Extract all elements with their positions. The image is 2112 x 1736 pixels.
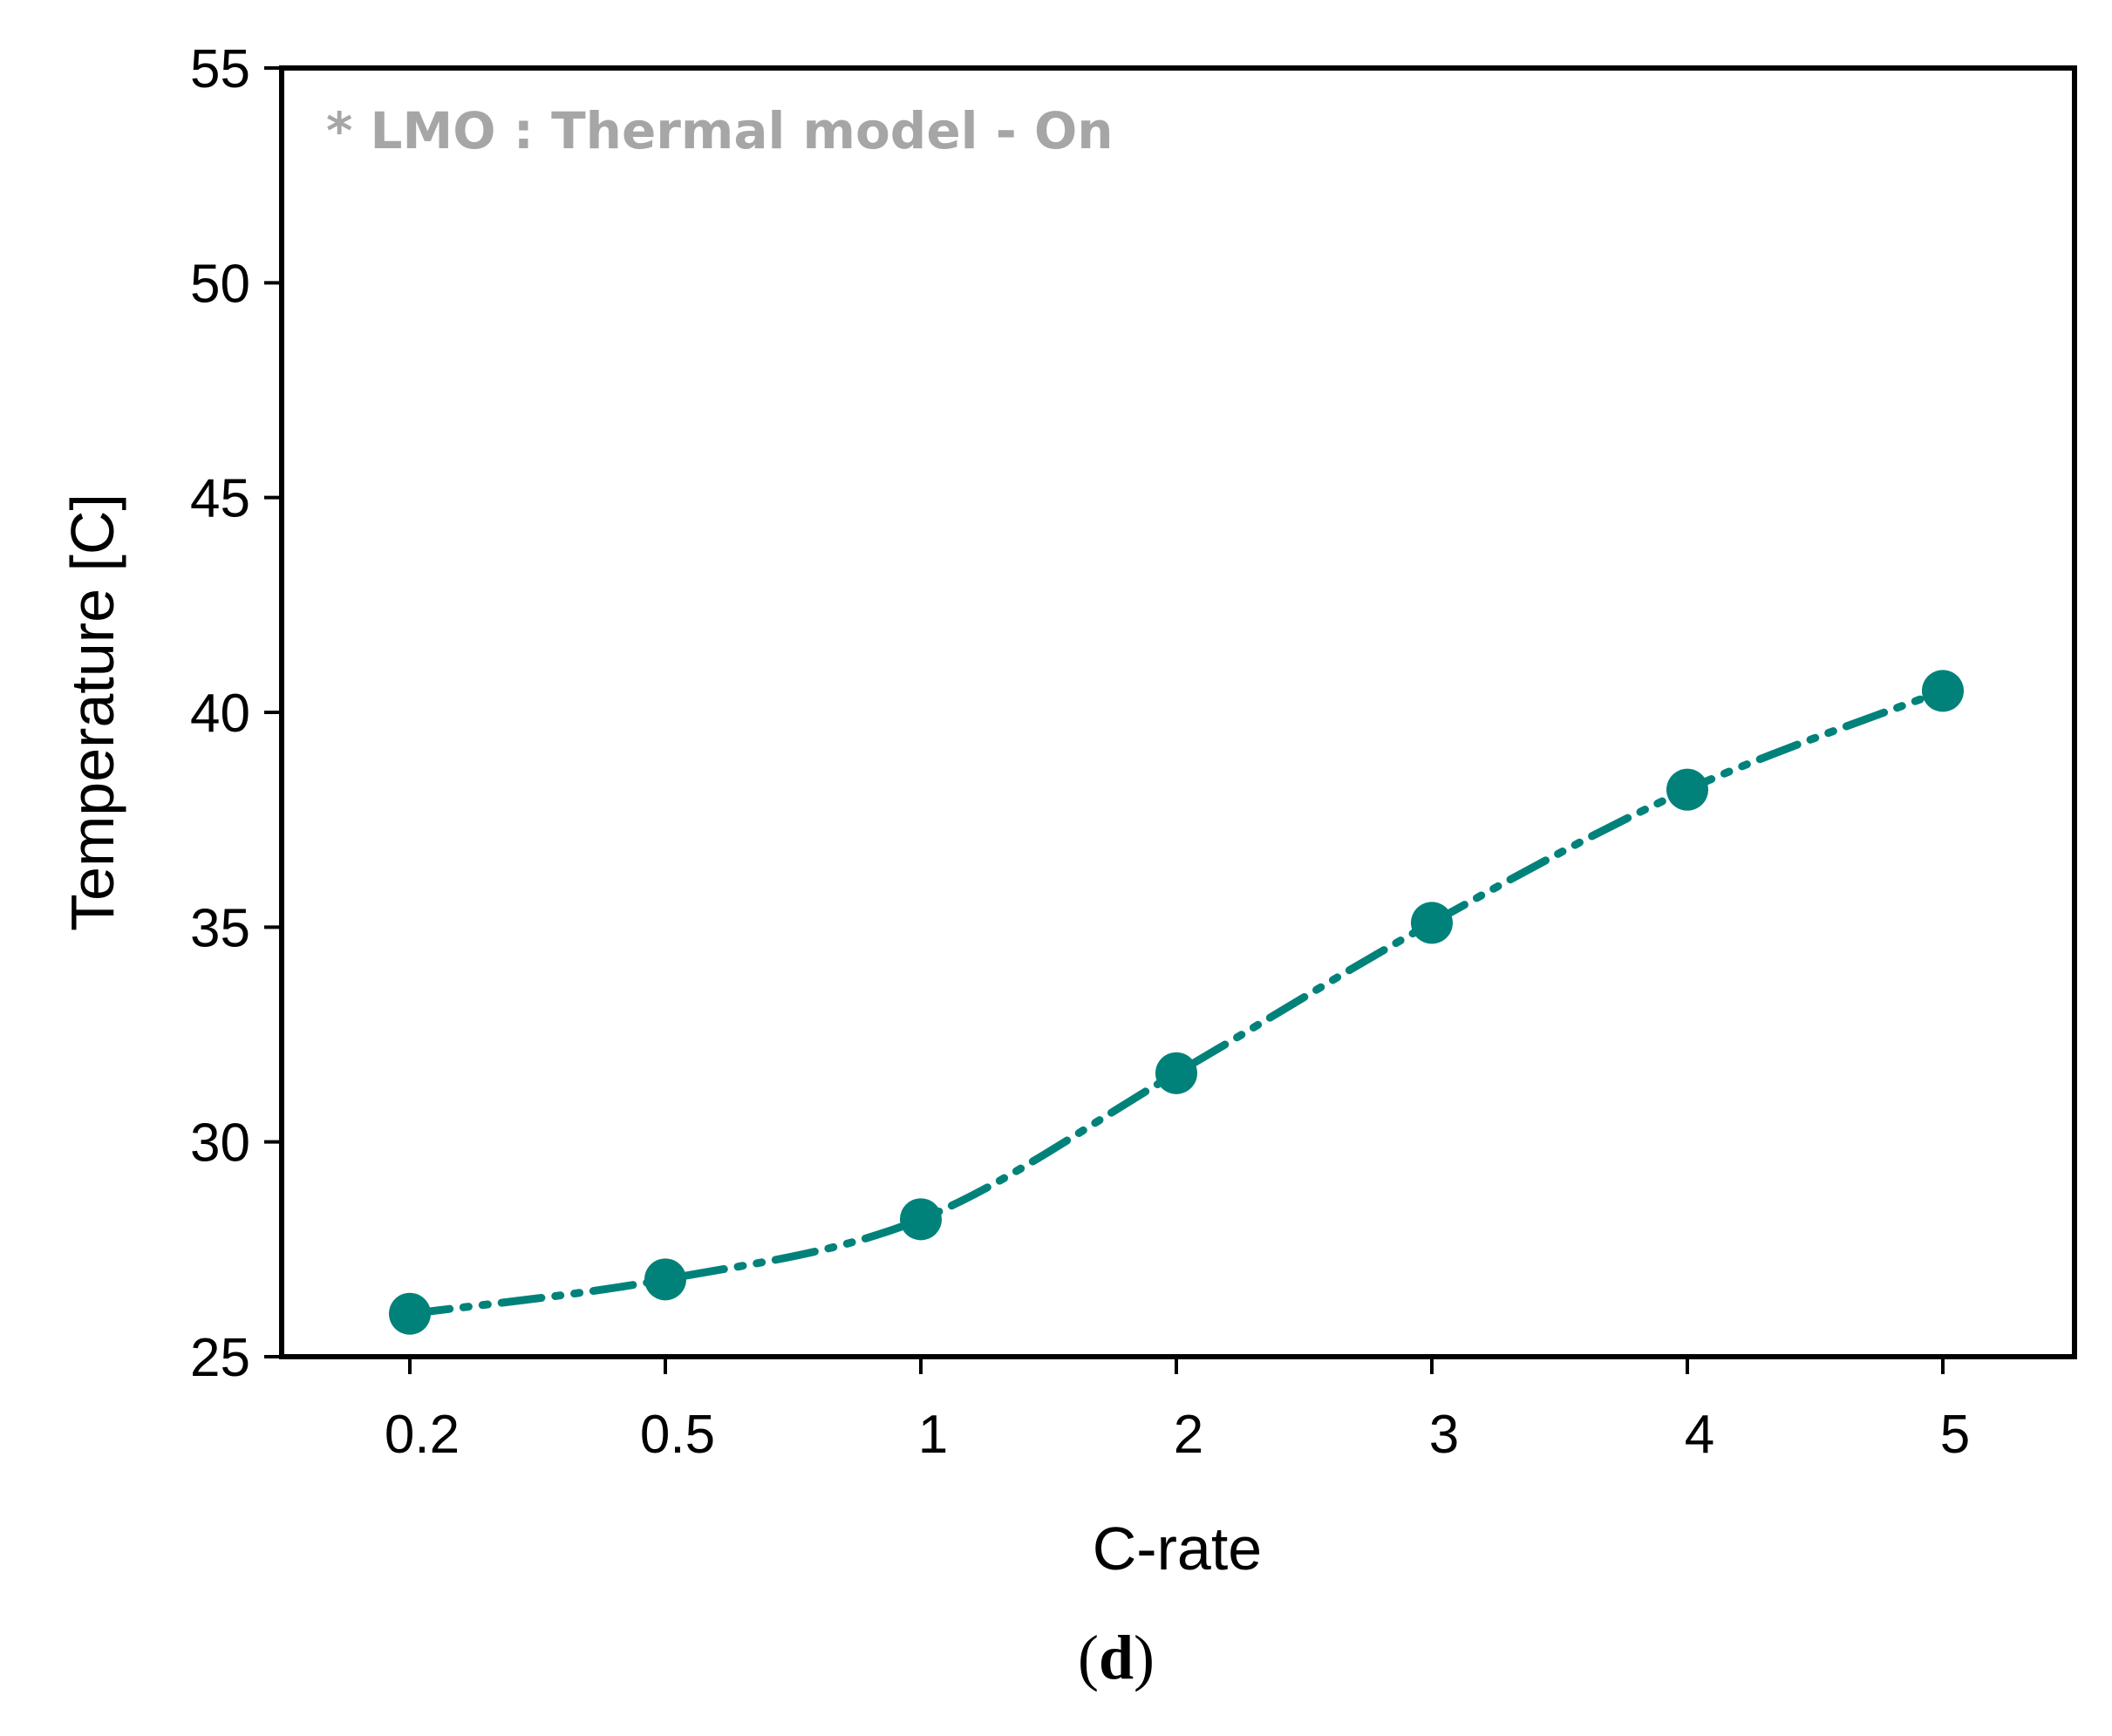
y-tick-label: 35 — [190, 898, 250, 958]
data-point-0.2 — [389, 1292, 431, 1335]
x-tick-label: 5 — [1940, 1405, 1970, 1465]
series-markers — [389, 670, 1964, 1335]
x-axis-tick-labels: 0.2 0.5 1 2 3 4 5 — [385, 1405, 1970, 1465]
y-axis-title: Temperature [C] — [58, 494, 126, 931]
data-point-4 — [1666, 768, 1708, 811]
data-point-3 — [1411, 902, 1453, 944]
y-axis-ticks — [264, 66, 282, 1358]
y-tick-label: 50 — [190, 254, 250, 314]
x-tick-label: 0.5 — [640, 1405, 715, 1465]
y-tick-label: 45 — [190, 469, 250, 529]
y-tick-label: 30 — [190, 1113, 250, 1174]
x-tick-label: 0.2 — [385, 1405, 460, 1465]
x-tick-label: 2 — [1174, 1405, 1203, 1465]
data-point-0.5 — [644, 1258, 686, 1301]
y-tick-label: 55 — [190, 39, 250, 99]
x-tick-label: 1 — [918, 1405, 948, 1465]
x-tick-label: 3 — [1429, 1405, 1459, 1465]
y-tick-label: 40 — [190, 684, 250, 744]
data-point-1 — [900, 1198, 942, 1241]
y-tick-label: 25 — [190, 1328, 250, 1388]
chart-annotation: * LMO : Thermal model - On — [326, 101, 1114, 160]
x-tick-label: 4 — [1685, 1405, 1714, 1465]
x-axis-ticks — [408, 1357, 1945, 1374]
data-point-2 — [1155, 1052, 1197, 1094]
plot-frame — [279, 65, 2077, 1359]
caption-close-paren: ) — [1134, 1623, 1155, 1692]
caption-open-paren: ( — [1078, 1623, 1099, 1692]
y-axis-tick-labels: 25 30 35 40 45 50 55 — [190, 39, 250, 1388]
data-point-5 — [1922, 670, 1964, 712]
series-line-lmo — [405, 686, 1947, 1318]
x-axis-title: C-rate — [1093, 1515, 1262, 1583]
figure-caption: (d) — [1078, 1623, 1155, 1692]
caption-letter: d — [1099, 1623, 1134, 1692]
